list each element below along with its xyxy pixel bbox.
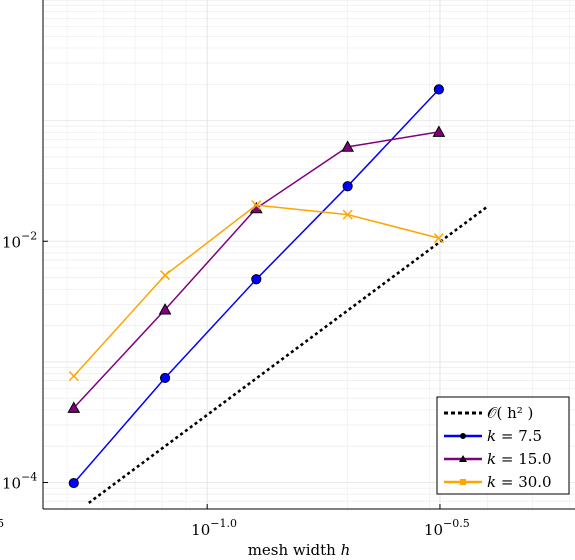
series-3 <box>68 200 444 382</box>
y-tick-label: 10−4 <box>2 471 37 493</box>
legend-var: k <box>487 473 496 491</box>
data-point <box>68 371 79 382</box>
ticks: 10−1.510−1.010−0.510−410−2 <box>0 229 470 539</box>
data-point <box>432 125 446 137</box>
legend-marker <box>459 455 467 462</box>
grid <box>43 0 575 509</box>
legend-value: = 15.0 <box>496 450 552 468</box>
x-tick-label: 10−1.5 <box>0 517 4 539</box>
legend-value: = 30.0 <box>496 473 552 491</box>
x-tick-base: 10 <box>191 521 210 539</box>
data-point <box>433 84 444 95</box>
data-point <box>160 270 171 281</box>
series-0 <box>88 204 489 504</box>
legend-marker <box>460 433 466 439</box>
x-axis-label: mesh width h <box>248 541 351 559</box>
data-point <box>158 303 172 315</box>
y-tick-exp: −2 <box>21 229 37 242</box>
legend-var: k <box>487 450 496 468</box>
x-tick-exp: −1.5 <box>0 517 4 530</box>
series-line <box>73 88 440 484</box>
y-tick-exp: −4 <box>21 471 37 484</box>
x-axis-label-prefix: mesh width <box>248 541 341 559</box>
legend-label: 𝒪( h² ) <box>487 404 533 422</box>
data-point <box>342 209 353 220</box>
data-point <box>68 477 79 489</box>
data-point <box>251 200 262 211</box>
series-line <box>88 204 489 504</box>
x-axis-label-var: h <box>341 541 351 559</box>
legend-marker <box>460 479 466 485</box>
series-1 <box>68 84 444 489</box>
x-tick-base: 10 <box>424 521 443 539</box>
legend-var: k <box>487 427 496 445</box>
legend: 𝒪( h² )k = 7.5k = 15.0k = 30.0 <box>436 396 570 495</box>
x-tick-label: 10−1.0 <box>191 517 237 539</box>
legend-label: k = 30.0 <box>487 473 552 491</box>
series-line <box>73 131 440 409</box>
data-point <box>433 233 444 244</box>
x-tick-exp: −1.0 <box>210 517 237 530</box>
y-tick-base: 10 <box>2 475 21 493</box>
legend-label: k = 7.5 <box>487 427 542 445</box>
legend-label: k = 15.0 <box>487 450 552 468</box>
series-line <box>73 204 440 377</box>
series <box>67 84 489 504</box>
y-tick-label: 10−2 <box>2 229 37 251</box>
data-point <box>67 401 81 413</box>
data-point <box>342 181 353 192</box>
data-point <box>251 274 262 285</box>
y-tick-base: 10 <box>2 233 21 251</box>
series-2 <box>67 125 446 413</box>
legend-value: = 7.5 <box>496 427 542 445</box>
data-point <box>341 140 354 152</box>
x-tick-label: 10−0.5 <box>424 517 470 539</box>
x-tick-exp: −0.5 <box>443 517 470 530</box>
data-point <box>159 372 171 384</box>
